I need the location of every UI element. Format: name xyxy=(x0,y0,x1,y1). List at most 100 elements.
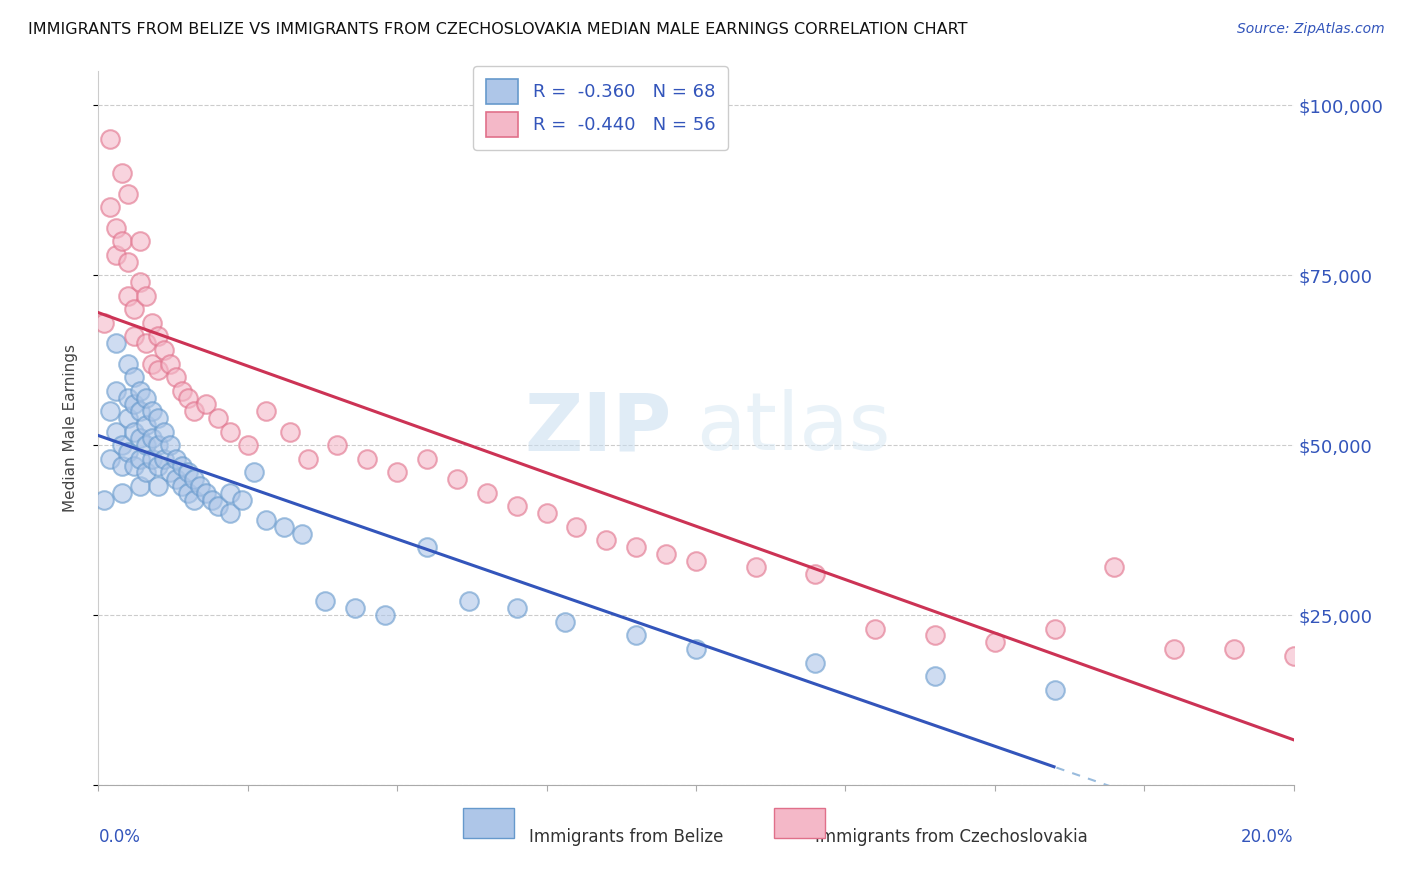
Point xyxy=(165,451,187,466)
Point xyxy=(1104,560,1126,574)
Point xyxy=(148,363,170,377)
Point xyxy=(141,431,163,445)
Point xyxy=(153,451,176,466)
Point xyxy=(183,404,205,418)
Point xyxy=(117,391,139,405)
Point xyxy=(195,485,218,500)
Point xyxy=(626,540,648,554)
Point xyxy=(1163,642,1185,657)
Point xyxy=(374,608,396,623)
Point xyxy=(183,492,205,507)
Point xyxy=(93,316,115,330)
Point xyxy=(141,451,163,466)
Point xyxy=(626,628,648,642)
Point xyxy=(135,417,157,432)
Text: 0.0%: 0.0% xyxy=(98,828,141,846)
Point xyxy=(117,445,139,459)
Point xyxy=(105,384,128,398)
Point xyxy=(385,466,409,480)
Point xyxy=(416,540,439,554)
Point xyxy=(129,275,152,289)
Point xyxy=(148,458,170,473)
Point xyxy=(148,411,170,425)
Point xyxy=(506,601,529,615)
Point xyxy=(129,479,152,493)
Point xyxy=(105,336,128,351)
Point xyxy=(183,472,205,486)
Point xyxy=(153,343,176,357)
Point xyxy=(124,329,146,343)
Point xyxy=(458,594,481,608)
Text: Immigrants from Belize: Immigrants from Belize xyxy=(529,828,723,846)
Point xyxy=(195,397,218,411)
Point xyxy=(135,438,157,452)
Point xyxy=(219,506,242,520)
Point xyxy=(124,425,146,439)
Legend: R =  -0.360   N = 68, R =  -0.440   N = 56: R = -0.360 N = 68, R = -0.440 N = 56 xyxy=(472,66,728,150)
Point xyxy=(685,642,707,657)
Text: 20.0%: 20.0% xyxy=(1241,828,1294,846)
Point xyxy=(129,431,152,445)
Point xyxy=(1282,648,1305,663)
Point xyxy=(117,411,139,425)
Point xyxy=(117,357,139,371)
Point xyxy=(148,479,170,493)
Point xyxy=(117,254,139,268)
Point xyxy=(111,458,134,473)
Point xyxy=(446,472,468,486)
Point xyxy=(416,451,439,466)
Point xyxy=(804,567,827,582)
FancyBboxPatch shape xyxy=(773,808,825,838)
Point xyxy=(984,635,1007,649)
Point xyxy=(273,519,295,533)
Point xyxy=(165,370,187,384)
Point xyxy=(254,513,277,527)
Point xyxy=(165,472,187,486)
Point xyxy=(865,622,887,636)
Point xyxy=(124,302,146,317)
Text: Immigrants from Czechoslovakia: Immigrants from Czechoslovakia xyxy=(815,828,1088,846)
Point xyxy=(105,220,128,235)
Point xyxy=(141,357,163,371)
Point xyxy=(506,500,529,514)
Point xyxy=(135,336,157,351)
Text: atlas: atlas xyxy=(696,389,890,467)
Point xyxy=(315,594,337,608)
Point xyxy=(159,357,181,371)
Point xyxy=(129,451,152,466)
Point xyxy=(129,384,152,398)
Point xyxy=(135,466,157,480)
Point xyxy=(1043,622,1066,636)
Point xyxy=(124,370,146,384)
Point xyxy=(129,234,152,248)
Point xyxy=(254,404,277,418)
Point xyxy=(924,628,946,642)
Point xyxy=(98,200,122,214)
Point xyxy=(148,438,170,452)
Point xyxy=(177,485,200,500)
Point xyxy=(148,329,170,343)
Point xyxy=(153,425,176,439)
Point xyxy=(565,519,588,533)
Point xyxy=(98,132,122,146)
Point xyxy=(231,492,253,507)
Point xyxy=(124,458,146,473)
Point xyxy=(111,485,134,500)
Point xyxy=(177,391,200,405)
Point xyxy=(135,391,157,405)
Point xyxy=(172,384,194,398)
Point xyxy=(219,485,242,500)
Point xyxy=(201,492,224,507)
Point xyxy=(207,500,229,514)
Point xyxy=(595,533,617,548)
Point xyxy=(105,248,128,262)
Point xyxy=(243,466,266,480)
Point xyxy=(111,438,134,452)
Point xyxy=(135,288,157,302)
Y-axis label: Median Male Earnings: Median Male Earnings xyxy=(63,344,77,512)
Point xyxy=(105,425,128,439)
Point xyxy=(219,425,242,439)
Text: IMMIGRANTS FROM BELIZE VS IMMIGRANTS FROM CZECHOSLOVAKIA MEDIAN MALE EARNINGS CO: IMMIGRANTS FROM BELIZE VS IMMIGRANTS FRO… xyxy=(28,22,967,37)
Point xyxy=(804,656,827,670)
Point xyxy=(344,601,367,615)
